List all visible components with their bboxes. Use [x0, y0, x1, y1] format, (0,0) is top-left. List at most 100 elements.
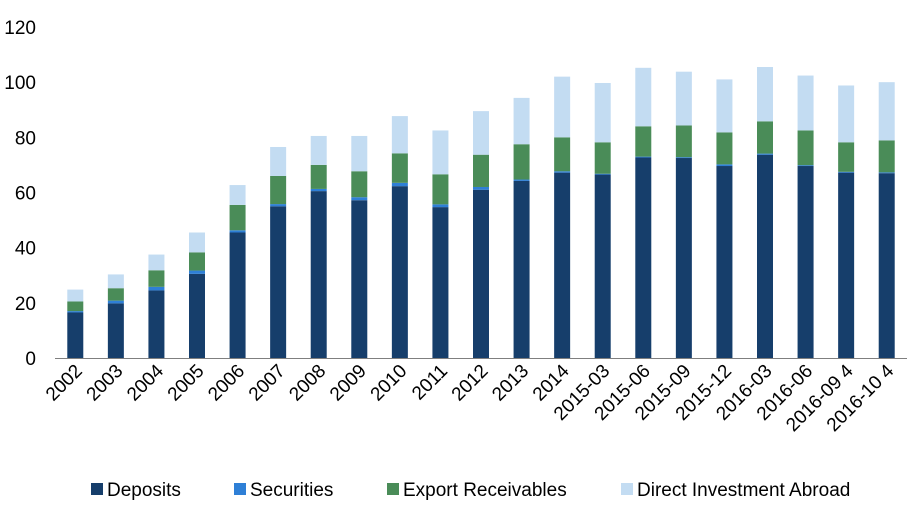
x-tick-label-2003: 2003 [83, 361, 128, 406]
bar-deposits-2009 [351, 200, 368, 358]
x-tick-label-2013: 2013 [488, 361, 533, 406]
legend-label-direct-investment-abroad: Direct Investment Abroad [637, 480, 850, 501]
bar-export-receivables-2009 [351, 171, 368, 198]
bar-export-receivables-2004 [148, 270, 165, 287]
bar-direct-investment-abroad-2004 [148, 254, 165, 271]
legend-label-securities: Securities [250, 480, 333, 501]
bar-securities-2016-10-4 [878, 172, 895, 174]
bar-deposits-2004 [148, 290, 165, 358]
bar-securities-2007 [270, 204, 287, 207]
bar-deposits-2016-06 [797, 166, 814, 358]
legend: Deposits Securities Export Receivables Dire… [91, 480, 850, 501]
bar-securities-2015-03 [594, 173, 611, 175]
bar-deposits-2012 [473, 189, 489, 358]
bar-deposits-2003 [107, 303, 124, 358]
bar-direct-investment-abroad-2014 [554, 76, 571, 138]
bar-securities-2009 [351, 197, 368, 201]
bar-securities-2002 [67, 311, 84, 313]
bar-direct-investment-abroad-2015-03 [594, 82, 611, 143]
bar-direct-investment-abroad-2005 [189, 232, 205, 253]
y-tick-label-100: 100 [4, 73, 36, 94]
bar-deposits-2014 [554, 172, 571, 358]
x-tick-label-2007: 2007 [245, 361, 290, 406]
bar-securities-2011 [432, 204, 449, 208]
bar-deposits-2013 [513, 180, 530, 358]
bar-direct-investment-abroad-2015-09 [675, 71, 692, 126]
bar-deposits-2010 [391, 186, 408, 358]
bar-export-receivables-2010 [391, 153, 408, 183]
bar-deposits-2015-12 [716, 166, 733, 358]
bar-direct-investment-abroad-2010 [391, 116, 408, 154]
bar-deposits-2015-06 [635, 157, 652, 358]
legend-label-export-receivables: Export Receivables [403, 480, 567, 501]
bar-direct-investment-abroad-2003 [107, 274, 124, 289]
bar-export-receivables-2005 [189, 252, 205, 271]
bar-export-receivables-2003 [107, 288, 124, 301]
bar-direct-investment-abroad-2015-06 [635, 67, 652, 127]
bar-securities-2008 [310, 188, 327, 192]
x-tick-label-2005: 2005 [164, 361, 209, 406]
bar-securities-2003 [107, 300, 124, 304]
bar-deposits-2016-10-4 [878, 173, 895, 358]
x-tick-label-2011: 2011 [408, 361, 452, 405]
bar-direct-investment-abroad-2012 [473, 111, 489, 155]
bar-direct-investment-abroad-2002 [67, 289, 84, 302]
y-tick-label-60: 60 [15, 184, 36, 205]
y-tick-labels: 0 20 40 60 80 100 120 [4, 18, 36, 370]
bar-export-receivables-2016-03 [757, 121, 773, 154]
bar-export-receivables-2011 [432, 174, 449, 205]
y-tick-label-20: 20 [15, 294, 36, 315]
bar-direct-investment-abroad-2011 [432, 130, 449, 175]
bar-deposits-2007 [270, 206, 287, 358]
legend-swatch-deposits [91, 483, 103, 495]
bar-export-receivables-2012 [473, 154, 489, 187]
bar-direct-investment-abroad-2015-12 [716, 79, 733, 133]
bar-export-receivables-2016-10-4 [878, 140, 895, 173]
bar-securities-2006 [229, 230, 246, 233]
bar-export-receivables-2002 [67, 301, 84, 312]
bar-securities-2016-09-4 [838, 171, 855, 173]
y-tick-label-0: 0 [25, 349, 36, 370]
bar-direct-investment-abroad-2016-06 [797, 75, 814, 131]
bar-direct-investment-abroad-2016-10-4 [878, 82, 895, 141]
bar-export-receivables-2015-12 [716, 132, 733, 165]
bar-deposits-2016-09-4 [838, 172, 855, 358]
x-tick-label-2009: 2009 [326, 361, 371, 406]
bar-securities-2015-09 [675, 157, 692, 159]
bar-direct-investment-abroad-2008 [310, 135, 327, 165]
x-tick-labels: 2002200320042005200620072008200920102011… [42, 360, 898, 436]
bar-securities-2013 [513, 179, 530, 181]
bar-deposits-2016-03 [757, 154, 773, 358]
x-tick-label-2010: 2010 [367, 361, 412, 406]
bar-securities-2014 [554, 171, 571, 173]
y-tick-label-40: 40 [15, 239, 36, 260]
bar-deposits-2015-09 [675, 158, 692, 358]
x-tick-label-2012: 2012 [448, 361, 493, 406]
bar-direct-investment-abroad-2016-03 [757, 67, 773, 122]
bar-securities-2012 [473, 186, 489, 190]
bar-export-receivables-2006 [229, 204, 246, 231]
bar-export-receivables-2008 [310, 164, 327, 189]
bar-deposits-2011 [432, 207, 449, 358]
y-tick-label-80: 80 [15, 128, 36, 149]
bar-direct-investment-abroad-2009 [351, 135, 368, 172]
bar-securities-2004 [148, 286, 165, 291]
x-tick-label-2002: 2002 [42, 361, 87, 406]
bar-export-receivables-2007 [270, 175, 287, 205]
bar-export-receivables-2016-09-4 [838, 142, 855, 172]
bar-direct-investment-abroad-2007 [270, 146, 287, 176]
bar-securities-2005 [189, 270, 205, 274]
bar-direct-investment-abroad-2013 [513, 97, 530, 145]
bar-deposits-2002 [67, 312, 84, 358]
bar-direct-investment-abroad-2006 [229, 185, 246, 205]
x-tick-label-2006: 2006 [204, 361, 249, 406]
legend-label-deposits: Deposits [107, 480, 181, 501]
bar-export-receivables-2014 [554, 137, 571, 172]
bar-deposits-2006 [229, 232, 246, 358]
bars-layer [67, 67, 895, 358]
legend-swatch-direct-investment-abroad [621, 483, 633, 495]
y-tick-label-120: 120 [4, 18, 36, 39]
bar-securities-2010 [391, 182, 408, 187]
